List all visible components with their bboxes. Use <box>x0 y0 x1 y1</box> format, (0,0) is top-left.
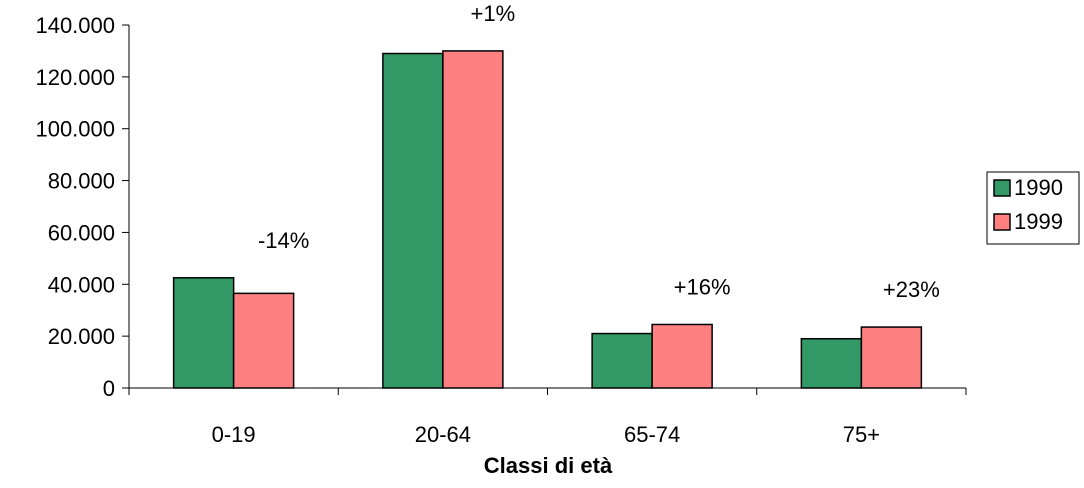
legend-swatch <box>993 213 1011 231</box>
bar-1990-0-19 <box>172 277 235 389</box>
y-tick-label: 80.000 <box>48 169 115 194</box>
bar-1999-20-64 <box>442 50 504 389</box>
y-tick-label: 120.000 <box>35 65 115 90</box>
x-axis: 0-19 20-64 65-74 75+ <box>128 387 967 447</box>
x-tick-label: 75+ <box>843 422 880 447</box>
x-tick-label: 20-64 <box>415 422 471 447</box>
bar-1999-0-19 <box>232 292 295 389</box>
change-label: +16% <box>674 274 731 299</box>
change-label: +1% <box>471 1 516 26</box>
bar-1990-75+ <box>800 337 863 389</box>
change-label: -14% <box>258 228 309 253</box>
legend-label: 1990 <box>1014 175 1063 200</box>
change-label: +23% <box>883 277 940 302</box>
y-axis: 0 20.000 40.000 60.000 80.000 100.000 120.000 1… <box>35 13 130 401</box>
bar-1990-65-74 <box>591 332 653 389</box>
y-tick-label: 20.000 <box>48 324 115 349</box>
bar-1999-75+ <box>860 326 923 389</box>
bar-1990-20-64 <box>382 52 444 389</box>
y-tick-label: 100.000 <box>35 117 115 142</box>
x-axis-title: Classi di età <box>484 453 613 478</box>
bars <box>172 50 923 389</box>
y-tick-label: 60.000 <box>48 220 115 245</box>
change-annotations: -14% +1% +16% +23% <box>258 1 940 302</box>
legend-label: 1999 <box>1014 209 1063 234</box>
x-tick-label: 0-19 <box>212 422 256 447</box>
x-tick-label: 65-74 <box>624 422 680 447</box>
legend: 1990 1999 <box>986 171 1080 245</box>
y-tick-label: 0 <box>103 376 115 401</box>
y-tick-label: 140.000 <box>35 13 115 38</box>
legend-swatch <box>993 179 1011 197</box>
bar-1999-65-74 <box>651 323 713 389</box>
y-tick-label: 40.000 <box>48 272 115 297</box>
